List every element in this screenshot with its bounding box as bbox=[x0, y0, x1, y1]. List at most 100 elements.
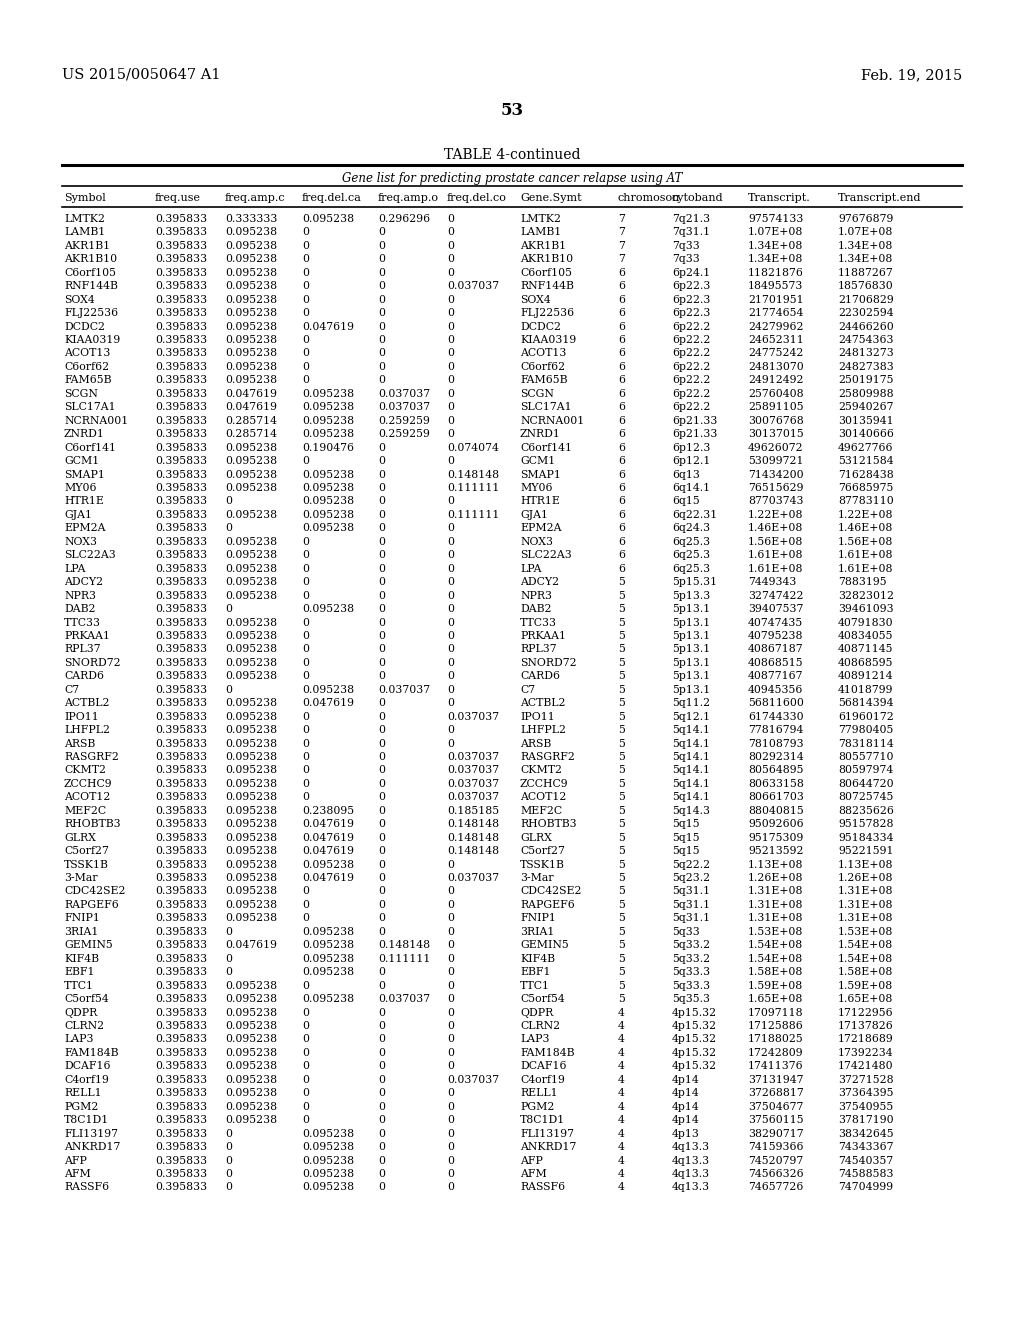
Text: 0.095238: 0.095238 bbox=[302, 994, 354, 1005]
Text: 5: 5 bbox=[618, 605, 625, 614]
Text: 0.395833: 0.395833 bbox=[155, 1061, 207, 1072]
Text: 0.095238: 0.095238 bbox=[225, 294, 278, 305]
Text: 1.59E+08: 1.59E+08 bbox=[748, 981, 803, 990]
Text: Feb. 19, 2015: Feb. 19, 2015 bbox=[861, 69, 962, 82]
Text: 0.185185: 0.185185 bbox=[447, 805, 499, 816]
Text: 0: 0 bbox=[225, 1183, 232, 1192]
Text: 0: 0 bbox=[378, 779, 385, 789]
Text: 0: 0 bbox=[225, 927, 232, 937]
Text: 4q13.3: 4q13.3 bbox=[672, 1142, 710, 1152]
Text: 5: 5 bbox=[618, 994, 625, 1005]
Text: FAM184B: FAM184B bbox=[520, 1048, 574, 1057]
Text: SMAP1: SMAP1 bbox=[63, 470, 104, 479]
Text: 7449343: 7449343 bbox=[748, 577, 797, 587]
Text: CDC42SE2: CDC42SE2 bbox=[520, 887, 582, 896]
Text: 0.095238: 0.095238 bbox=[225, 1102, 278, 1111]
Text: 0: 0 bbox=[447, 1102, 454, 1111]
Text: 0: 0 bbox=[378, 1061, 385, 1072]
Text: 5p13.3: 5p13.3 bbox=[672, 590, 711, 601]
Text: TTC1: TTC1 bbox=[63, 981, 94, 990]
Text: 0.047619: 0.047619 bbox=[225, 403, 278, 412]
Text: MY06: MY06 bbox=[520, 483, 553, 492]
Text: 0: 0 bbox=[378, 1102, 385, 1111]
Text: 0.095238: 0.095238 bbox=[225, 308, 278, 318]
Text: 0.395833: 0.395833 bbox=[155, 940, 207, 950]
Text: 4p15.32: 4p15.32 bbox=[672, 1061, 717, 1072]
Text: 0.095238: 0.095238 bbox=[302, 429, 354, 440]
Text: 0.395833: 0.395833 bbox=[155, 672, 207, 681]
Text: 0: 0 bbox=[302, 590, 309, 601]
Text: 0.395833: 0.395833 bbox=[155, 1088, 207, 1098]
Text: FNIP1: FNIP1 bbox=[63, 913, 100, 924]
Text: NOX3: NOX3 bbox=[520, 537, 553, 546]
Text: 0.395833: 0.395833 bbox=[155, 470, 207, 479]
Text: ARSB: ARSB bbox=[63, 739, 95, 748]
Text: PRKAA1: PRKAA1 bbox=[63, 631, 110, 642]
Text: LAP3: LAP3 bbox=[520, 1035, 550, 1044]
Text: SCGN: SCGN bbox=[63, 389, 98, 399]
Text: 0.259259: 0.259259 bbox=[378, 416, 430, 426]
Text: 0: 0 bbox=[378, 739, 385, 748]
Text: 5: 5 bbox=[618, 887, 625, 896]
Text: 0.095238: 0.095238 bbox=[302, 954, 354, 964]
Text: RASSF6: RASSF6 bbox=[63, 1183, 110, 1192]
Text: 0.095238: 0.095238 bbox=[302, 470, 354, 479]
Text: 5: 5 bbox=[618, 698, 625, 709]
Text: 3-Mar: 3-Mar bbox=[520, 873, 554, 883]
Text: 0: 0 bbox=[378, 1129, 385, 1139]
Text: 1.31E+08: 1.31E+08 bbox=[748, 900, 804, 909]
Text: 0.395833: 0.395833 bbox=[155, 1129, 207, 1139]
Text: 53: 53 bbox=[501, 102, 523, 119]
Text: 5q15: 5q15 bbox=[672, 833, 699, 842]
Text: 6p22.2: 6p22.2 bbox=[672, 335, 711, 345]
Text: 5q14.1: 5q14.1 bbox=[672, 766, 710, 775]
Text: 5q33.3: 5q33.3 bbox=[672, 968, 710, 977]
Text: 1.13E+08: 1.13E+08 bbox=[748, 859, 804, 870]
Text: NPR3: NPR3 bbox=[520, 590, 552, 601]
Text: 0: 0 bbox=[302, 537, 309, 546]
Text: 0: 0 bbox=[225, 968, 232, 977]
Text: 0: 0 bbox=[378, 242, 385, 251]
Text: DCDC2: DCDC2 bbox=[63, 322, 105, 331]
Text: 74343367: 74343367 bbox=[838, 1142, 894, 1152]
Text: 40891214: 40891214 bbox=[838, 672, 894, 681]
Text: EPM2A: EPM2A bbox=[63, 523, 105, 533]
Text: 0: 0 bbox=[447, 457, 454, 466]
Text: 6: 6 bbox=[618, 537, 625, 546]
Text: T8C1D1: T8C1D1 bbox=[63, 1115, 110, 1125]
Text: 0: 0 bbox=[225, 954, 232, 964]
Text: 5: 5 bbox=[618, 873, 625, 883]
Text: 0: 0 bbox=[447, 1048, 454, 1057]
Text: 1.31E+08: 1.31E+08 bbox=[838, 887, 894, 896]
Text: 74566326: 74566326 bbox=[748, 1170, 804, 1179]
Text: 24813070: 24813070 bbox=[748, 362, 804, 372]
Text: 6q13: 6q13 bbox=[672, 470, 699, 479]
Text: cytoband: cytoband bbox=[672, 193, 724, 203]
Text: LAMB1: LAMB1 bbox=[520, 227, 561, 238]
Text: 7: 7 bbox=[618, 255, 625, 264]
Text: 4: 4 bbox=[618, 1129, 625, 1139]
Text: T8C1D1: T8C1D1 bbox=[520, 1115, 565, 1125]
Text: 5p13.1: 5p13.1 bbox=[672, 618, 711, 627]
Text: 0: 0 bbox=[378, 577, 385, 587]
Text: RASSF6: RASSF6 bbox=[520, 1183, 565, 1192]
Text: 6p22.2: 6p22.2 bbox=[672, 403, 711, 412]
Text: 53099721: 53099721 bbox=[748, 457, 804, 466]
Text: 0: 0 bbox=[302, 913, 309, 924]
Text: 25940267: 25940267 bbox=[838, 403, 894, 412]
Text: 0.095238: 0.095238 bbox=[225, 1061, 278, 1072]
Text: 4: 4 bbox=[618, 1088, 625, 1098]
Text: SOX4: SOX4 bbox=[63, 294, 95, 305]
Text: freq.use: freq.use bbox=[155, 193, 201, 203]
Text: 0.037037: 0.037037 bbox=[447, 281, 499, 292]
Text: 1.58E+08: 1.58E+08 bbox=[838, 968, 893, 977]
Text: ACOT13: ACOT13 bbox=[63, 348, 111, 359]
Text: TTC1: TTC1 bbox=[520, 981, 550, 990]
Text: RHOBTB3: RHOBTB3 bbox=[63, 820, 121, 829]
Text: 30076768: 30076768 bbox=[748, 416, 804, 426]
Text: 6: 6 bbox=[618, 483, 625, 492]
Text: 5q33.2: 5q33.2 bbox=[672, 954, 710, 964]
Text: 6p22.3: 6p22.3 bbox=[672, 308, 711, 318]
Text: 0.037037: 0.037037 bbox=[447, 1074, 499, 1085]
Text: LHFPL2: LHFPL2 bbox=[520, 725, 566, 735]
